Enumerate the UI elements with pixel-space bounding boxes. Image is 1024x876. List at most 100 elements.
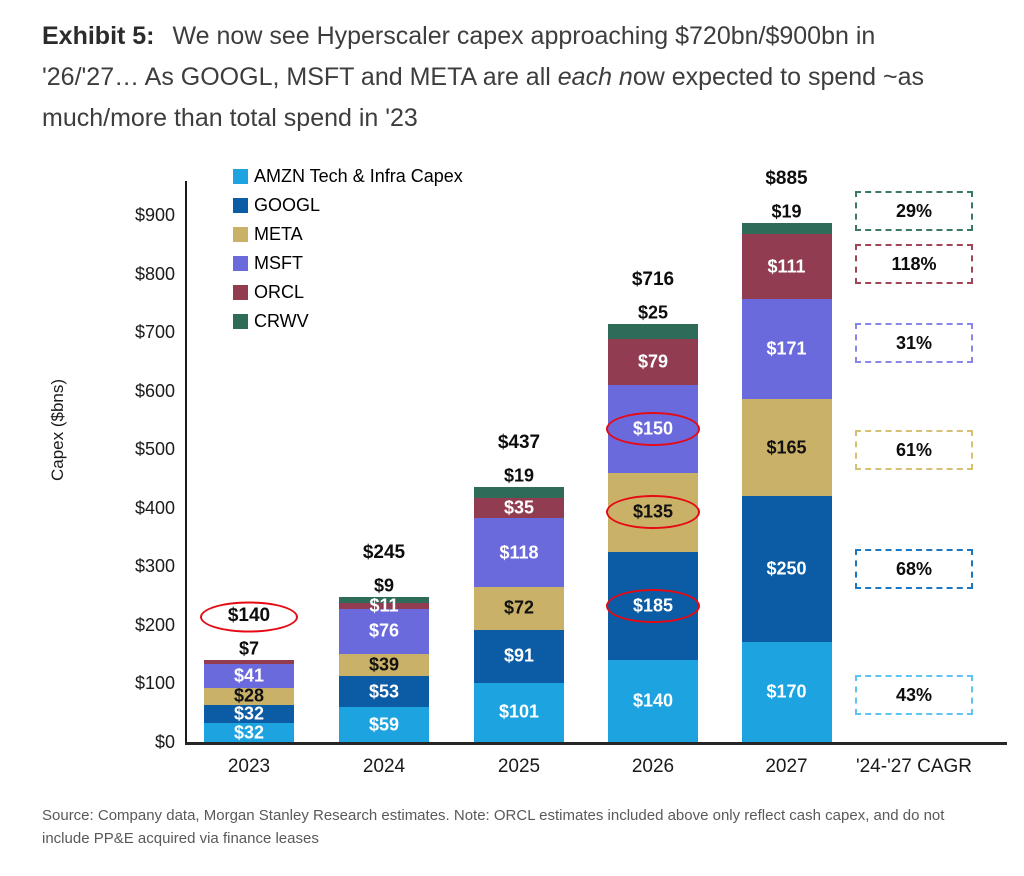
segment-label: $76 [368,620,400,641]
bar-segment-meta-2024 [339,653,429,677]
segment-label: $35 [503,497,535,518]
highlight-ellipse [606,495,700,530]
segment-label: $111 [767,256,806,277]
segment-label: $11 [369,595,399,616]
legend-item-crwv: CRWV [233,307,463,336]
legend-label: CRWV [254,311,309,331]
segment-label: $140 [632,690,674,711]
total-label: $437 [497,431,541,453]
x-axis-label-2023: 2023 [227,756,271,777]
segment-label: $32 [233,722,265,743]
bar-segment-msft-2023 [204,664,294,689]
title-text-italic: each n [557,63,633,91]
highlight-ellipse [200,601,298,633]
bar-segment-amzn-2023 [204,723,294,742]
cagr-box-googl: 68% [855,549,973,589]
x-axis-label-2024: 2024 [362,756,406,777]
bar-segment-googl-2025 [474,629,564,683]
legend-label: GOOGL [254,195,321,215]
y-axis-line [185,181,187,742]
bar-segment-orcl-2023 [204,660,294,665]
segment-label: $32 [233,703,265,724]
legend-label: ORCL [254,282,305,302]
exhibit-title: Exhibit 5: We now see Hyperscaler capex a… [42,16,972,139]
chart-legend: AMZN Tech & Infra Capex GOOGL META MSFT ORCL… [233,162,463,336]
segment-label: $91 [503,645,535,666]
source-note: Source: Company data, Morgan Stanley Res… [42,807,945,847]
y-tick-label: $800 [134,263,175,284]
x-axis-line [185,742,1007,745]
bar-segment-crwv-2026 [608,323,698,339]
bar-segment-googl-2027 [741,496,832,643]
cagr-box-msft: 31% [855,323,973,363]
segment-label: $170 [766,681,807,702]
segment-label: $72 [503,597,535,618]
bar-segment-orcl-2027 [741,234,832,300]
segment-label: $39 [368,654,400,675]
legend-label: MSFT [254,253,303,273]
cagr-box-amzn: 43% [855,675,973,715]
bar-segment-orcl-2025 [474,497,564,519]
total-label: $885 [765,168,808,190]
segment-label: $250 [766,558,807,579]
legend-swatch-icon [233,314,248,329]
bar-segment-googl-2023 [204,704,294,724]
legend-item-msft: MSFT [233,249,463,278]
legend-swatch-icon [233,169,248,184]
x-axis-label-cagr: '24-'27 CAGR [855,756,973,777]
bar-segment-amzn-2026 [608,660,698,742]
total-label: $245 [362,542,406,564]
capex-stacked-bar-chart: Capex ($bns) AMZN Tech & Infra Capex GOOG… [48,162,1007,777]
bar-segment-meta-2027 [741,399,832,497]
segment-label-above: $19 [503,465,535,486]
x-axis-label-2027: 2027 [765,756,808,777]
cagr-box-crwv: 29% [855,191,973,231]
x-axis-label-2026: 2026 [631,756,675,777]
legend-swatch-icon [233,198,248,213]
legend-label: AMZN Tech & Infra Capex [254,166,463,186]
bar-segment-amzn-2027 [741,642,832,742]
legend-swatch-icon [233,285,248,300]
bar-segment-orcl-2024 [339,602,429,610]
y-tick-label: $700 [134,322,175,343]
x-axis-label-2025: 2025 [497,756,541,777]
segment-label-above: $9 [373,575,395,596]
cagr-box-orcl: 118% [855,244,973,284]
legend-swatch-icon [233,227,248,242]
legend-item-amzn: AMZN Tech & Infra Capex [233,162,463,191]
segment-label: $59 [368,714,400,735]
bar-segment-orcl-2026 [608,338,698,385]
total-label: $716 [631,268,675,290]
bar-segment-meta-2025 [474,587,564,630]
segment-label: $41 [233,665,265,686]
bar-segment-crwv-2027 [741,223,832,235]
cagr-box-meta: 61% [855,430,973,470]
segment-label: $118 [499,542,539,563]
y-tick-label: $200 [134,614,175,635]
y-tick-label: $900 [134,205,175,225]
segment-label: $171 [766,338,807,359]
y-tick-label: $300 [134,556,175,577]
segment-label-above: $19 [771,201,802,222]
segment-label-above: $7 [238,638,260,659]
bar-segment-googl-2024 [339,676,429,708]
legend-item-googl: GOOGL [233,191,463,220]
bar-segment-amzn-2025 [474,682,564,742]
bar-segment-crwv-2025 [474,486,564,498]
title-text-1: We now see Hyperscaler capex approaching… [42,22,876,91]
title-text-2: ow expected to spend ~as much/more than … [42,63,925,132]
legend-swatch-icon [233,256,248,271]
highlight-ellipse [606,588,700,623]
legend-item-meta: META [233,220,463,249]
bar-segment-msft-2025 [474,518,564,588]
legend-label: META [254,224,303,244]
segment-label: $101 [498,701,540,722]
y-axis-title: Capex ($bns) [48,378,67,482]
bar-segment-msft-2027 [741,299,832,400]
legend-item-orcl: ORCL [233,278,463,307]
segment-label: $79 [637,351,669,372]
exhibit-number: Exhibit 5: [42,22,155,50]
segment-label: $53 [368,681,400,702]
y-tick-label: $100 [134,673,175,694]
bar-segment-meta-2023 [204,688,294,705]
